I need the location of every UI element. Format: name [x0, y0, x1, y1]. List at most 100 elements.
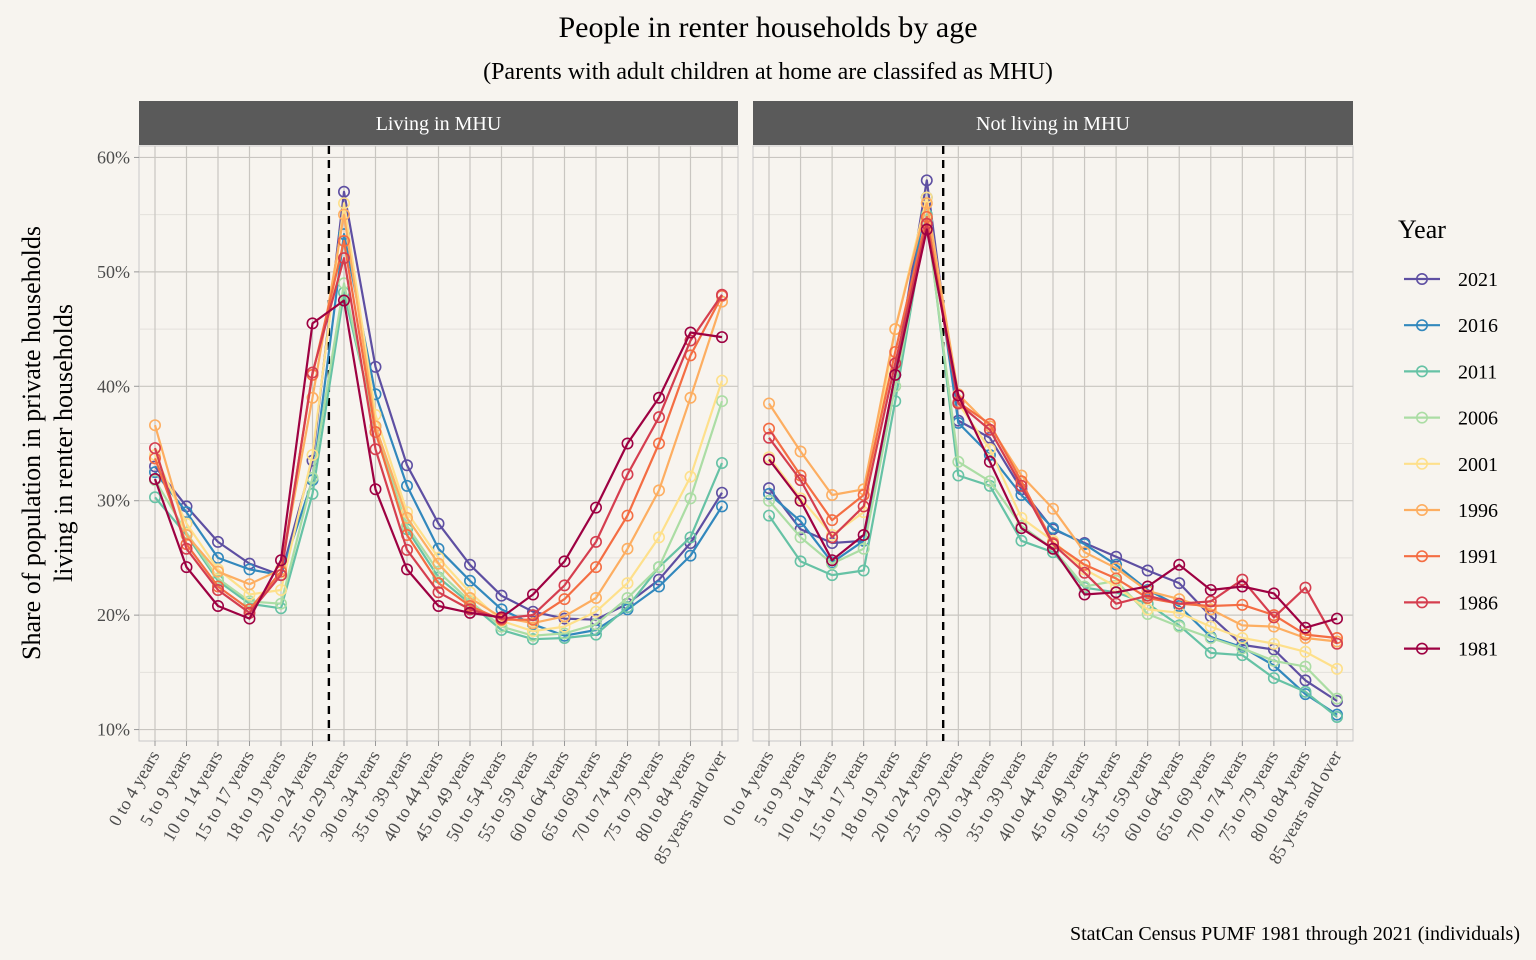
y-axis-title-line: living in renter households — [49, 304, 78, 582]
data-point — [684, 549, 697, 562]
data-point — [1110, 597, 1123, 610]
series-1981 — [762, 223, 1344, 634]
data-point — [1267, 587, 1280, 600]
legend-key-marker — [1416, 319, 1429, 332]
data-point — [463, 591, 476, 604]
legend-item-2006: 2006 — [1404, 408, 1498, 430]
data-point — [762, 422, 775, 435]
data-point — [243, 578, 256, 591]
data-point — [652, 561, 665, 574]
data-point — [684, 391, 697, 404]
legend-label: 1996 — [1458, 500, 1498, 522]
chart-subtitle: (Parents with adult children at home are… — [483, 59, 1053, 85]
data-point — [589, 501, 602, 514]
series-1996 — [149, 208, 728, 630]
legend-label: 1991 — [1458, 546, 1498, 568]
data-point — [463, 574, 476, 587]
chart-title: People in renter households by age — [558, 11, 977, 44]
data-point — [983, 423, 996, 436]
data-point — [715, 374, 728, 387]
data-point — [1299, 581, 1312, 594]
data-point — [652, 391, 665, 404]
data-point — [715, 331, 728, 344]
data-point — [826, 531, 839, 544]
data-point — [652, 573, 665, 586]
data-point — [1173, 577, 1186, 590]
data-point — [400, 543, 413, 556]
legend-label: 2011 — [1458, 361, 1497, 383]
data-point — [149, 442, 162, 455]
data-point — [1331, 612, 1344, 625]
data-point — [463, 558, 476, 571]
data-point — [857, 529, 870, 542]
data-point — [337, 208, 350, 221]
data-point — [652, 437, 665, 450]
legend-key-marker — [1416, 411, 1429, 424]
data-point — [1267, 637, 1280, 650]
data-point — [621, 509, 634, 522]
data-point — [1078, 546, 1091, 559]
legend-label: 1981 — [1458, 639, 1498, 661]
data-point — [794, 474, 807, 487]
data-point — [826, 569, 839, 582]
data-point — [952, 389, 965, 402]
data-point — [526, 625, 539, 638]
series-line — [153, 299, 723, 620]
data-point — [1299, 621, 1312, 634]
legend-item-2011: 2011 — [1404, 361, 1497, 383]
data-point — [558, 579, 571, 592]
data-point — [306, 317, 319, 330]
y-tick-label: 50% — [97, 262, 130, 282]
data-point — [526, 617, 539, 630]
data-point — [337, 185, 350, 198]
data-point — [274, 569, 287, 582]
data-point — [762, 494, 775, 507]
data-point — [1173, 620, 1186, 633]
data-point — [621, 437, 634, 450]
data-point — [337, 234, 350, 247]
data-point — [306, 448, 319, 461]
data-point — [558, 610, 571, 623]
y-axis-title: Share of population in private household… — [17, 226, 78, 660]
data-point — [1204, 632, 1217, 645]
legend-item-2021: 2021 — [1404, 269, 1498, 291]
legend-title: Year — [1398, 215, 1446, 244]
data-point — [369, 483, 382, 496]
facet-strip-label: Not living in MHU — [976, 113, 1130, 135]
data-point — [952, 397, 965, 410]
data-point — [274, 597, 287, 610]
data-point — [762, 509, 775, 522]
data-point — [243, 563, 256, 576]
legend-label: 2001 — [1458, 454, 1498, 476]
data-point — [463, 606, 476, 619]
data-point — [826, 514, 839, 527]
data-point — [1236, 580, 1249, 593]
legend-item-1981: 1981 — [1404, 639, 1498, 661]
data-point — [274, 554, 287, 567]
series-line — [768, 228, 1338, 629]
legend-item-2016: 2016 — [1404, 315, 1498, 337]
data-point — [826, 488, 839, 501]
data-point — [715, 288, 728, 301]
data-point — [337, 197, 350, 210]
data-point — [762, 453, 775, 466]
legend: Year 2021 2016 2011 2006 2001 1996 1991 1986 1981 — [1398, 215, 1498, 661]
y-tick-label: 10% — [97, 720, 130, 740]
legend-label: 2016 — [1458, 315, 1498, 337]
data-point — [1047, 542, 1060, 555]
data-point — [621, 577, 634, 590]
data-point — [684, 326, 697, 339]
legend-label: 2021 — [1458, 269, 1498, 291]
data-point — [432, 599, 445, 612]
data-point — [274, 583, 287, 596]
data-point — [621, 591, 634, 604]
data-point — [1204, 646, 1217, 659]
data-point — [306, 487, 319, 500]
data-point — [684, 531, 697, 544]
y-tick-label: 40% — [97, 376, 130, 396]
data-point — [1047, 502, 1060, 515]
data-point — [1078, 588, 1091, 601]
